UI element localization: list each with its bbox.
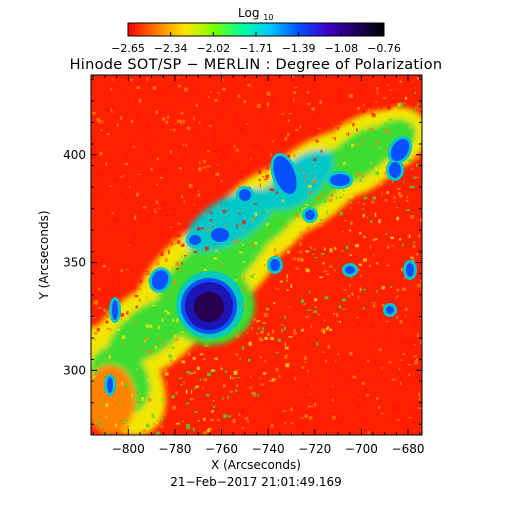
colorbar-ticks: −2.65 −2.34 −2.02 −1.71 −1.39 −1.08 −0.76 [111, 32, 401, 55]
y-axis-label: Y (Arcseconds) [37, 210, 51, 300]
x-tick-label: −700 [345, 442, 378, 456]
colorbar-tick-label: −0.76 [367, 42, 401, 55]
timestamp: 21−Feb−2017 21:01:49.169 [170, 475, 342, 489]
colorbar-tick-label: −2.34 [154, 42, 188, 55]
colorbar-tick-label: −1.71 [239, 42, 273, 55]
colorbar-tick-label: −1.08 [324, 42, 358, 55]
colorbar-tick-label: −2.65 [111, 42, 145, 55]
x-tick-label: −740 [252, 442, 285, 456]
polarization-map [91, 75, 422, 435]
colorbar-label: Log 10 [238, 6, 273, 22]
x-axis-ticks: −800 −780 −760 −740 −720 −700 −680 [92, 75, 425, 456]
x-tick-label: −720 [298, 442, 331, 456]
y-axis-ticks: 400 350 300 [63, 78, 422, 425]
x-tick-label: −800 [112, 442, 145, 456]
x-tick-label: −680 [392, 442, 425, 456]
y-tick-label: 300 [63, 363, 86, 377]
colorbar-tick-label: −1.39 [282, 42, 316, 55]
figure-title: Hinode SOT/SP − MERLIN : Degree of Polar… [70, 57, 443, 73]
x-axis-label: X (Arcseconds) [211, 458, 301, 472]
y-tick-label: 400 [63, 148, 86, 162]
x-tick-label: −780 [158, 442, 191, 456]
colorbar-label-subscript: 10 [263, 13, 273, 22]
colorbar-tick-label: −2.02 [196, 42, 230, 55]
x-tick-label: −760 [205, 442, 238, 456]
y-tick-label: 350 [63, 256, 86, 270]
colorbar-label-main: Log [238, 6, 259, 20]
